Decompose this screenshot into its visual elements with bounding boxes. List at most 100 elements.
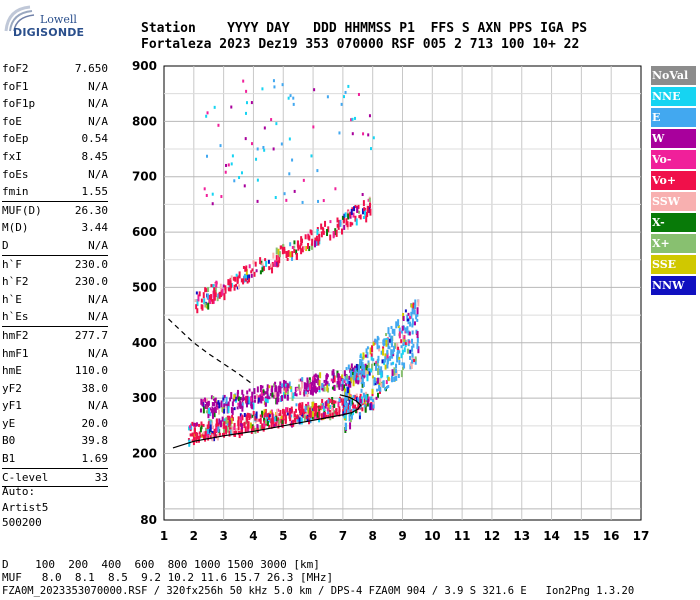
echo-point [406, 348, 409, 354]
echo-point [256, 147, 259, 151]
echo-point [233, 276, 236, 281]
echo-point [414, 356, 417, 362]
echo-point [306, 392, 309, 398]
echo-point [362, 381, 365, 387]
param-name: yE [2, 416, 16, 430]
echo-point [341, 215, 344, 220]
echo-point [250, 399, 253, 407]
echo-point [306, 377, 309, 383]
echo-point [230, 162, 233, 166]
echo-point [372, 358, 375, 362]
echo-point [215, 401, 218, 408]
echo-point [254, 261, 257, 267]
echo-point [349, 422, 352, 430]
echo-point [246, 280, 249, 284]
echo-point [308, 383, 311, 391]
echo-point [311, 387, 314, 392]
echo-point [290, 408, 293, 412]
param-row: yE 20.0 [2, 415, 108, 433]
echo-point [396, 342, 399, 350]
echo-point [392, 361, 395, 365]
echo-point [390, 349, 393, 356]
echo-point [362, 132, 365, 136]
echo-point [284, 414, 287, 420]
echo-point [288, 411, 291, 419]
param-name: yF2 [2, 381, 22, 395]
echo-point [227, 401, 230, 408]
echo-point [286, 257, 289, 261]
echo-point [221, 407, 224, 413]
param-name: hmF2 [2, 328, 29, 342]
echo-point [347, 210, 350, 214]
echo-point [380, 350, 383, 355]
echo-point [253, 388, 256, 395]
echo-point [318, 410, 321, 416]
echo-point [380, 383, 383, 388]
echo-point [319, 372, 322, 379]
echo-point [331, 386, 334, 390]
echo-point [410, 311, 413, 319]
echo-point [270, 118, 273, 122]
echo-point [343, 95, 346, 99]
echo-point [336, 217, 339, 223]
echo-point [395, 369, 398, 374]
echo-point [327, 399, 330, 404]
echo-point [285, 250, 288, 258]
echo-point [305, 405, 308, 411]
echo-point [352, 367, 355, 372]
echo-point [380, 366, 383, 374]
echo-point [266, 384, 269, 392]
echo-point [301, 246, 304, 253]
echo-point [324, 412, 327, 418]
echo-point [275, 386, 278, 393]
echo-point [241, 415, 244, 421]
param-value: N/A [88, 79, 108, 93]
echo-point [373, 362, 376, 366]
echo-point [278, 418, 281, 425]
echo-point [191, 439, 194, 443]
y-tick-label: 600 [132, 225, 157, 239]
param-name: C-level [2, 470, 49, 484]
echo-point [411, 308, 414, 315]
echo-point [412, 302, 415, 310]
echo-point [228, 416, 231, 424]
echo-point [318, 234, 321, 242]
echo-point [240, 171, 243, 175]
echo-point [204, 302, 207, 308]
echo-point [368, 205, 371, 213]
echo-point [298, 417, 301, 425]
echo-point [287, 250, 290, 257]
echo-point [358, 210, 361, 214]
echo-point [312, 384, 315, 390]
echo-point [291, 255, 294, 261]
echo-point [240, 278, 243, 283]
y-tick-label: 700 [132, 170, 157, 184]
echo-point [259, 270, 262, 275]
param-row: yF2 38.0 [2, 380, 108, 398]
echo-point [349, 409, 352, 416]
echo-point [231, 417, 234, 422]
echo-point [349, 412, 352, 417]
echo-point [275, 255, 278, 261]
echo-point [289, 94, 292, 98]
echo-point [356, 364, 359, 369]
param-row: MUF(D) 26.30 [2, 202, 108, 220]
echo-point [298, 414, 301, 419]
echo-point [283, 248, 286, 254]
echo-point [263, 422, 266, 427]
echo-point [222, 422, 225, 429]
echo-point [341, 228, 344, 235]
echo-point [283, 246, 286, 250]
echo-point [200, 425, 203, 430]
echo-point [261, 267, 264, 273]
param-row: h`Es N/A [2, 308, 108, 326]
echo-point [338, 376, 341, 384]
echo-point [370, 353, 373, 358]
echo-point [332, 385, 335, 391]
legend-item-nnw: NNW [651, 276, 696, 295]
echo-point [404, 342, 407, 346]
echo-point [305, 403, 308, 407]
echo-point [214, 292, 217, 298]
echo-point [216, 296, 219, 302]
footer-muf-row: MUF 8.0 8.1 8.5 9.2 10.2 11.6 15.7 26.3 … [2, 571, 334, 584]
